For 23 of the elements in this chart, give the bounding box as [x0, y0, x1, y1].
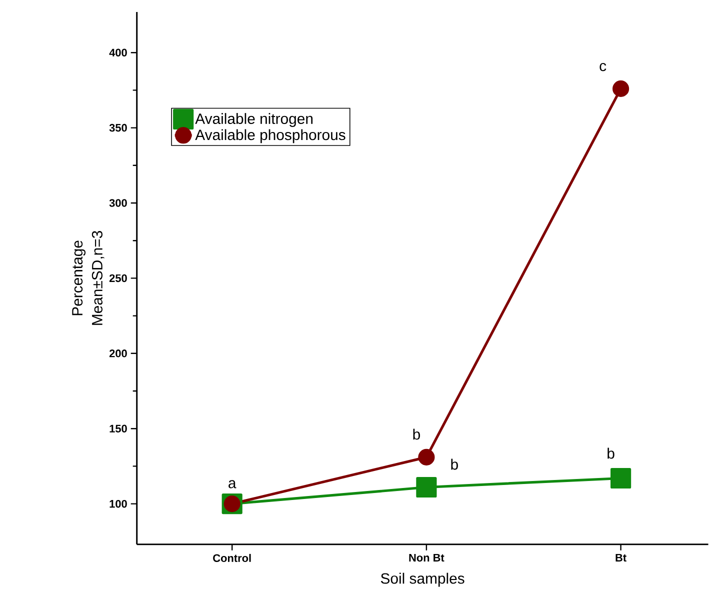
y-tick-label: 150 [110, 424, 127, 432]
point [416, 476, 437, 498]
x-tick-label: Control [213, 554, 251, 562]
annotation: a [228, 480, 236, 488]
x-axis-title: Soil samples [380, 572, 464, 587]
annotation: c [600, 62, 606, 72]
point [612, 80, 630, 97]
y-tick-label: 400 [109, 48, 127, 56]
y-tick-label: 350 [109, 124, 127, 132]
point [418, 448, 435, 466]
y-tick-label: 100 [110, 500, 127, 508]
legend-label: Available nitrogen [195, 112, 313, 127]
x-tick-label: Bt [616, 554, 626, 562]
annotation: b [451, 458, 458, 470]
x-tick-label: Non Bt [409, 554, 444, 562]
annotation: b [413, 428, 420, 440]
legend-label: Available phosphorous [195, 129, 346, 143]
point [610, 468, 632, 488]
annotation: b [608, 448, 614, 459]
y-tick-label: 200 [109, 349, 127, 358]
y-axis-title: Percentage Mean±SD,n=3 [72, 230, 104, 325]
y-tick-label: 250 [109, 274, 127, 282]
y-tick-label: 300 [109, 198, 127, 207]
